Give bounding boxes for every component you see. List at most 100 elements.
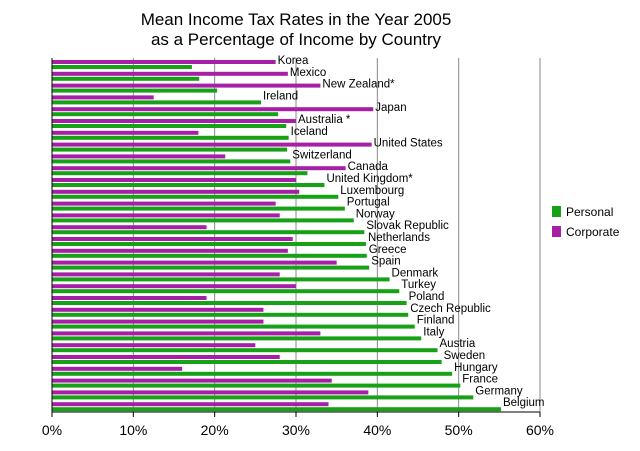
- bar-corporate: [52, 83, 321, 88]
- bar-personal: [52, 100, 262, 105]
- bar-corporate: [52, 248, 288, 253]
- category-label: Iceland: [291, 126, 328, 138]
- category-label: Finland: [417, 315, 455, 327]
- category-label: Norway: [356, 208, 395, 220]
- category-label: Netherlands: [368, 232, 430, 244]
- x-tick-label: 30%: [282, 422, 310, 438]
- bar-corporate: [52, 296, 207, 300]
- category-label: Ireland: [263, 90, 298, 102]
- bar-corporate: [52, 178, 296, 182]
- legend-swatch-corporate: [552, 226, 561, 237]
- x-tick-label: 50%: [445, 422, 473, 438]
- x-tick-label: 40%: [363, 422, 391, 438]
- category-label: France: [462, 374, 498, 386]
- bar-personal: [52, 112, 279, 117]
- bar-personal: [52, 183, 325, 187]
- bar-personal: [52, 194, 339, 199]
- bar-personal: [52, 277, 390, 282]
- x-tick-label: 60%: [526, 422, 554, 438]
- legend-label-corporate: Corporate: [566, 225, 620, 239]
- bar-corporate: [52, 260, 337, 265]
- category-label: Austria: [440, 338, 476, 350]
- bar-personal: [52, 218, 354, 223]
- bar-corporate: [52, 319, 264, 324]
- category-label: Japan: [375, 102, 406, 114]
- category-label: Sweden: [444, 350, 486, 362]
- bar-personal: [52, 135, 289, 140]
- category-label: Canada: [348, 161, 389, 173]
- bar-corporate: [52, 272, 280, 277]
- bar-corporate: [52, 189, 300, 194]
- bar-corporate: [52, 225, 207, 230]
- category-label: United States: [374, 138, 443, 150]
- bar-personal: [52, 171, 308, 176]
- bar-personal: [52, 253, 367, 258]
- bar-corporate: [52, 343, 256, 348]
- bar-personal: [52, 265, 370, 270]
- category-label: Czech Republic: [410, 303, 491, 315]
- category-label: Portugal: [347, 197, 390, 209]
- bar-personal: [52, 371, 453, 376]
- category-label: New Zealand*: [322, 79, 395, 91]
- bar-personal: [52, 289, 400, 294]
- bar-corporate: [52, 71, 288, 76]
- legend-label-personal: Personal: [566, 205, 613, 219]
- bars: [52, 60, 501, 412]
- legend: Personal Corporate: [552, 205, 620, 239]
- category-label: United Kingdom*: [326, 173, 413, 185]
- category-label: Germany: [475, 385, 523, 397]
- category-label: Australia *: [298, 114, 351, 126]
- bar-corporate: [52, 213, 280, 218]
- bar-corporate: [52, 331, 321, 336]
- x-tick-label: 10%: [119, 422, 147, 438]
- bar-personal: [52, 301, 407, 305]
- category-label: Poland: [409, 291, 445, 303]
- bar-personal: [52, 65, 192, 69]
- bar-corporate: [52, 166, 346, 171]
- category-label: Luxembourg: [340, 185, 404, 197]
- bar-personal: [52, 230, 365, 235]
- category-label: Italy: [423, 326, 444, 338]
- x-axis-ticks: 0% 10% 20% 30% 40% 50% 60%: [42, 412, 554, 438]
- gridlines: [132, 58, 541, 412]
- bar-personal: [52, 360, 442, 364]
- bar-personal: [52, 383, 461, 388]
- bar-personal: [52, 312, 409, 317]
- bar-personal: [52, 336, 422, 341]
- bar-corporate: [52, 237, 293, 241]
- x-tick-label: 20%: [201, 422, 229, 438]
- bar-corporate: [52, 60, 276, 64]
- bar-personal: [52, 124, 287, 128]
- category-label: Korea: [278, 55, 309, 67]
- bar-corporate: [52, 378, 332, 383]
- bar-corporate: [52, 355, 280, 359]
- category-label: Mexico: [290, 67, 326, 79]
- bar-personal: [52, 407, 501, 412]
- category-label: Greece: [369, 244, 407, 256]
- bar-corporate: [52, 390, 369, 395]
- bar-corporate: [52, 284, 296, 289]
- category-label: Slovak Republic: [366, 220, 449, 232]
- bar-corporate: [52, 366, 183, 371]
- category-label: Hungary: [454, 362, 498, 374]
- bar-corporate: [52, 307, 264, 312]
- legend-swatch-personal: [552, 206, 561, 217]
- bar-corporate: [52, 201, 276, 206]
- bar-corporate: [52, 154, 226, 159]
- bar-personal: [52, 242, 366, 246]
- bar-corporate: [52, 402, 329, 407]
- bar-personal: [52, 348, 438, 353]
- category-label: Belgium: [503, 397, 545, 409]
- category-label: Spain: [371, 256, 400, 268]
- bar-personal: [52, 88, 218, 93]
- bar-personal: [52, 147, 288, 152]
- bar-corporate: [52, 142, 372, 147]
- bar-corporate: [52, 107, 374, 112]
- chart-subtitle: as a Percentage of Income by Country: [151, 30, 442, 49]
- bar-corporate: [52, 119, 296, 123]
- category-label: Turkey: [401, 279, 436, 291]
- bar-corporate: [52, 95, 154, 100]
- bar-personal: [52, 324, 415, 329]
